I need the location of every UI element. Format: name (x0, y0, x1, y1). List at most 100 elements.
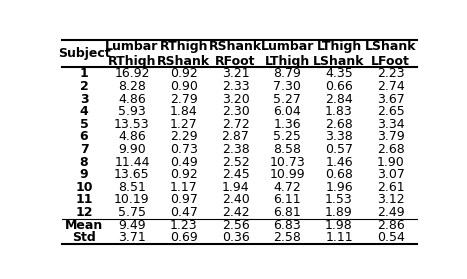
Text: 0.97: 0.97 (170, 193, 198, 206)
Text: 1.90: 1.90 (377, 156, 405, 169)
Text: 4: 4 (80, 105, 88, 118)
Text: 1.94: 1.94 (222, 181, 249, 194)
Text: 3.20: 3.20 (222, 93, 249, 105)
Text: 3.71: 3.71 (118, 231, 146, 244)
Text: 5.25: 5.25 (273, 130, 301, 143)
Text: 7.30: 7.30 (273, 80, 301, 93)
Text: 2.68: 2.68 (325, 118, 353, 131)
Text: 2.52: 2.52 (222, 156, 249, 169)
Text: 0.66: 0.66 (325, 80, 353, 93)
Text: 2.23: 2.23 (377, 67, 404, 80)
Text: 11.44: 11.44 (114, 156, 150, 169)
Text: 9: 9 (80, 168, 88, 181)
Text: 6.81: 6.81 (273, 206, 301, 219)
Text: LShank
LFoot: LShank LFoot (365, 40, 417, 68)
Text: 13.53: 13.53 (114, 118, 150, 131)
Text: 0.68: 0.68 (325, 168, 353, 181)
Text: 3.34: 3.34 (377, 118, 404, 131)
Text: 16.92: 16.92 (114, 67, 150, 80)
Text: 1.27: 1.27 (170, 118, 198, 131)
Text: 3.21: 3.21 (222, 67, 249, 80)
Text: RThigh
RShank: RThigh RShank (157, 40, 210, 68)
Text: 9.90: 9.90 (118, 143, 146, 156)
Text: 11: 11 (75, 193, 93, 206)
Text: RShank
RFoot: RShank RFoot (209, 40, 262, 68)
Text: 5.93: 5.93 (118, 105, 146, 118)
Text: 2.65: 2.65 (377, 105, 405, 118)
Text: 12: 12 (75, 206, 93, 219)
Text: 4.35: 4.35 (325, 67, 353, 80)
Text: LThigh
LShank: LThigh LShank (313, 40, 365, 68)
Text: 1.23: 1.23 (170, 219, 198, 232)
Text: 2.87: 2.87 (221, 130, 249, 143)
Text: 1.53: 1.53 (325, 193, 353, 206)
Text: 7: 7 (80, 143, 88, 156)
Text: 3.79: 3.79 (377, 130, 405, 143)
Text: 8: 8 (80, 156, 88, 169)
Text: 2.58: 2.58 (273, 231, 301, 244)
Text: 4.72: 4.72 (273, 181, 301, 194)
Text: 2.29: 2.29 (170, 130, 198, 143)
Text: 9.49: 9.49 (118, 219, 146, 232)
Text: 6.83: 6.83 (273, 219, 301, 232)
Text: 10.19: 10.19 (114, 193, 150, 206)
Text: 0.90: 0.90 (170, 80, 198, 93)
Text: 3.38: 3.38 (325, 130, 353, 143)
Text: Std: Std (72, 231, 96, 244)
Text: 1.46: 1.46 (325, 156, 353, 169)
Text: 3.12: 3.12 (377, 193, 404, 206)
Text: 10: 10 (75, 181, 93, 194)
Text: 0.54: 0.54 (377, 231, 405, 244)
Text: Subject: Subject (58, 47, 110, 60)
Text: 2.42: 2.42 (222, 206, 249, 219)
Text: 2: 2 (80, 80, 88, 93)
Text: 1.36: 1.36 (274, 118, 301, 131)
Text: 13.65: 13.65 (114, 168, 150, 181)
Text: 8.28: 8.28 (118, 80, 146, 93)
Text: 1.11: 1.11 (325, 231, 353, 244)
Text: Mean: Mean (65, 219, 103, 232)
Text: 10.99: 10.99 (269, 168, 305, 181)
Text: 2.79: 2.79 (170, 93, 198, 105)
Text: 1.96: 1.96 (325, 181, 353, 194)
Text: 0.57: 0.57 (325, 143, 353, 156)
Text: 6.11: 6.11 (274, 193, 301, 206)
Text: 5: 5 (80, 118, 88, 131)
Text: 1: 1 (80, 67, 88, 80)
Text: 0.92: 0.92 (170, 67, 198, 80)
Text: 0.73: 0.73 (170, 143, 198, 156)
Text: 1.98: 1.98 (325, 219, 353, 232)
Text: Lumbar
LThigh: Lumbar LThigh (261, 40, 314, 68)
Text: 10.73: 10.73 (269, 156, 305, 169)
Text: 8.51: 8.51 (118, 181, 146, 194)
Text: 1.83: 1.83 (325, 105, 353, 118)
Text: 2.45: 2.45 (222, 168, 249, 181)
Text: 8.58: 8.58 (273, 143, 301, 156)
Text: 5.75: 5.75 (118, 206, 146, 219)
Text: 2.74: 2.74 (377, 80, 405, 93)
Text: 6: 6 (80, 130, 88, 143)
Text: 2.38: 2.38 (222, 143, 249, 156)
Text: 8.79: 8.79 (273, 67, 301, 80)
Text: 0.36: 0.36 (222, 231, 249, 244)
Text: 2.86: 2.86 (377, 219, 405, 232)
Text: 2.56: 2.56 (222, 219, 249, 232)
Text: 6.04: 6.04 (273, 105, 301, 118)
Text: 4.86: 4.86 (118, 130, 146, 143)
Text: 4.86: 4.86 (118, 93, 146, 105)
Text: 2.68: 2.68 (377, 143, 405, 156)
Text: 1.89: 1.89 (325, 206, 353, 219)
Text: 2.30: 2.30 (222, 105, 249, 118)
Text: 3.07: 3.07 (377, 168, 405, 181)
Text: 2.49: 2.49 (377, 206, 404, 219)
Text: Lumbar
RThigh: Lumbar RThigh (105, 40, 159, 68)
Text: 2.72: 2.72 (222, 118, 249, 131)
Text: 2.61: 2.61 (377, 181, 404, 194)
Text: 3.67: 3.67 (377, 93, 405, 105)
Text: 0.69: 0.69 (170, 231, 198, 244)
Text: 0.49: 0.49 (170, 156, 198, 169)
Text: 1.84: 1.84 (170, 105, 198, 118)
Text: 2.33: 2.33 (222, 80, 249, 93)
Text: 0.47: 0.47 (170, 206, 198, 219)
Text: 0.92: 0.92 (170, 168, 198, 181)
